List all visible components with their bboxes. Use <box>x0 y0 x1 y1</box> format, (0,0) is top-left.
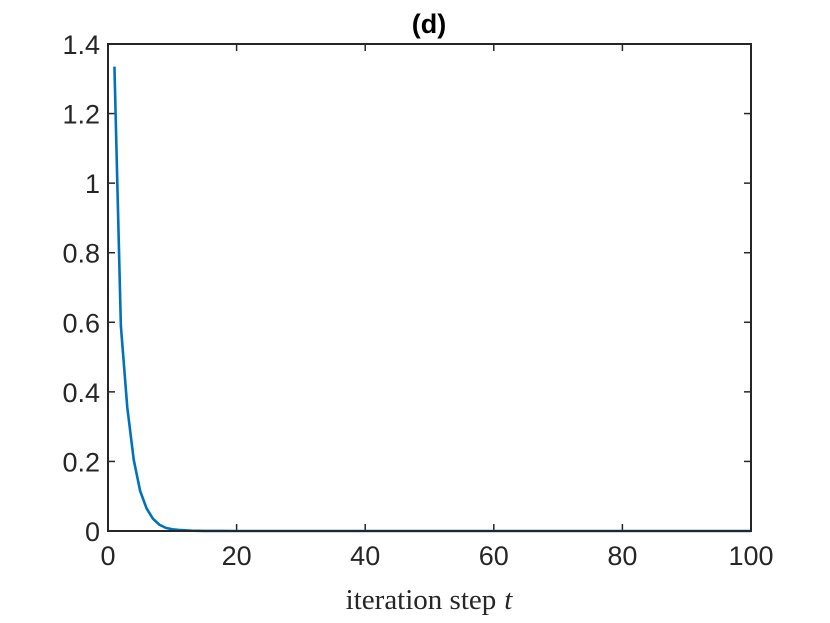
x-axis-label: iteration step t <box>346 584 514 616</box>
x-tick-label: 0 <box>100 541 115 571</box>
x-tick-label: 40 <box>350 541 380 571</box>
x-axis-label-variable: t <box>504 584 513 616</box>
y-tick-label: 0.6 <box>62 308 100 338</box>
plot-frame <box>107 43 752 532</box>
y-tick-label: 0.8 <box>62 239 100 269</box>
x-axis-label-text: iteration step <box>346 584 497 616</box>
x-tick-label: 60 <box>479 541 509 571</box>
plot-background <box>108 44 751 531</box>
tick-labels-layer: 0 20 40 60 80 100 0 0.2 0.4 0.6 0.8 1 1.2 1.4 <box>62 30 773 571</box>
chart-title: (d) <box>412 9 446 39</box>
y-tick-label: 0.2 <box>62 447 100 477</box>
y-tick-label: 0 <box>85 517 100 547</box>
x-tick-label: 100 <box>728 541 773 571</box>
x-tick-label: 20 <box>222 541 252 571</box>
x-tick-label: 80 <box>607 541 637 571</box>
y-tick-label: 1 <box>85 169 100 199</box>
y-tick-label: 1.2 <box>62 100 100 130</box>
y-tick-label: 1.4 <box>62 30 100 60</box>
y-tick-label: 0.4 <box>62 378 100 408</box>
